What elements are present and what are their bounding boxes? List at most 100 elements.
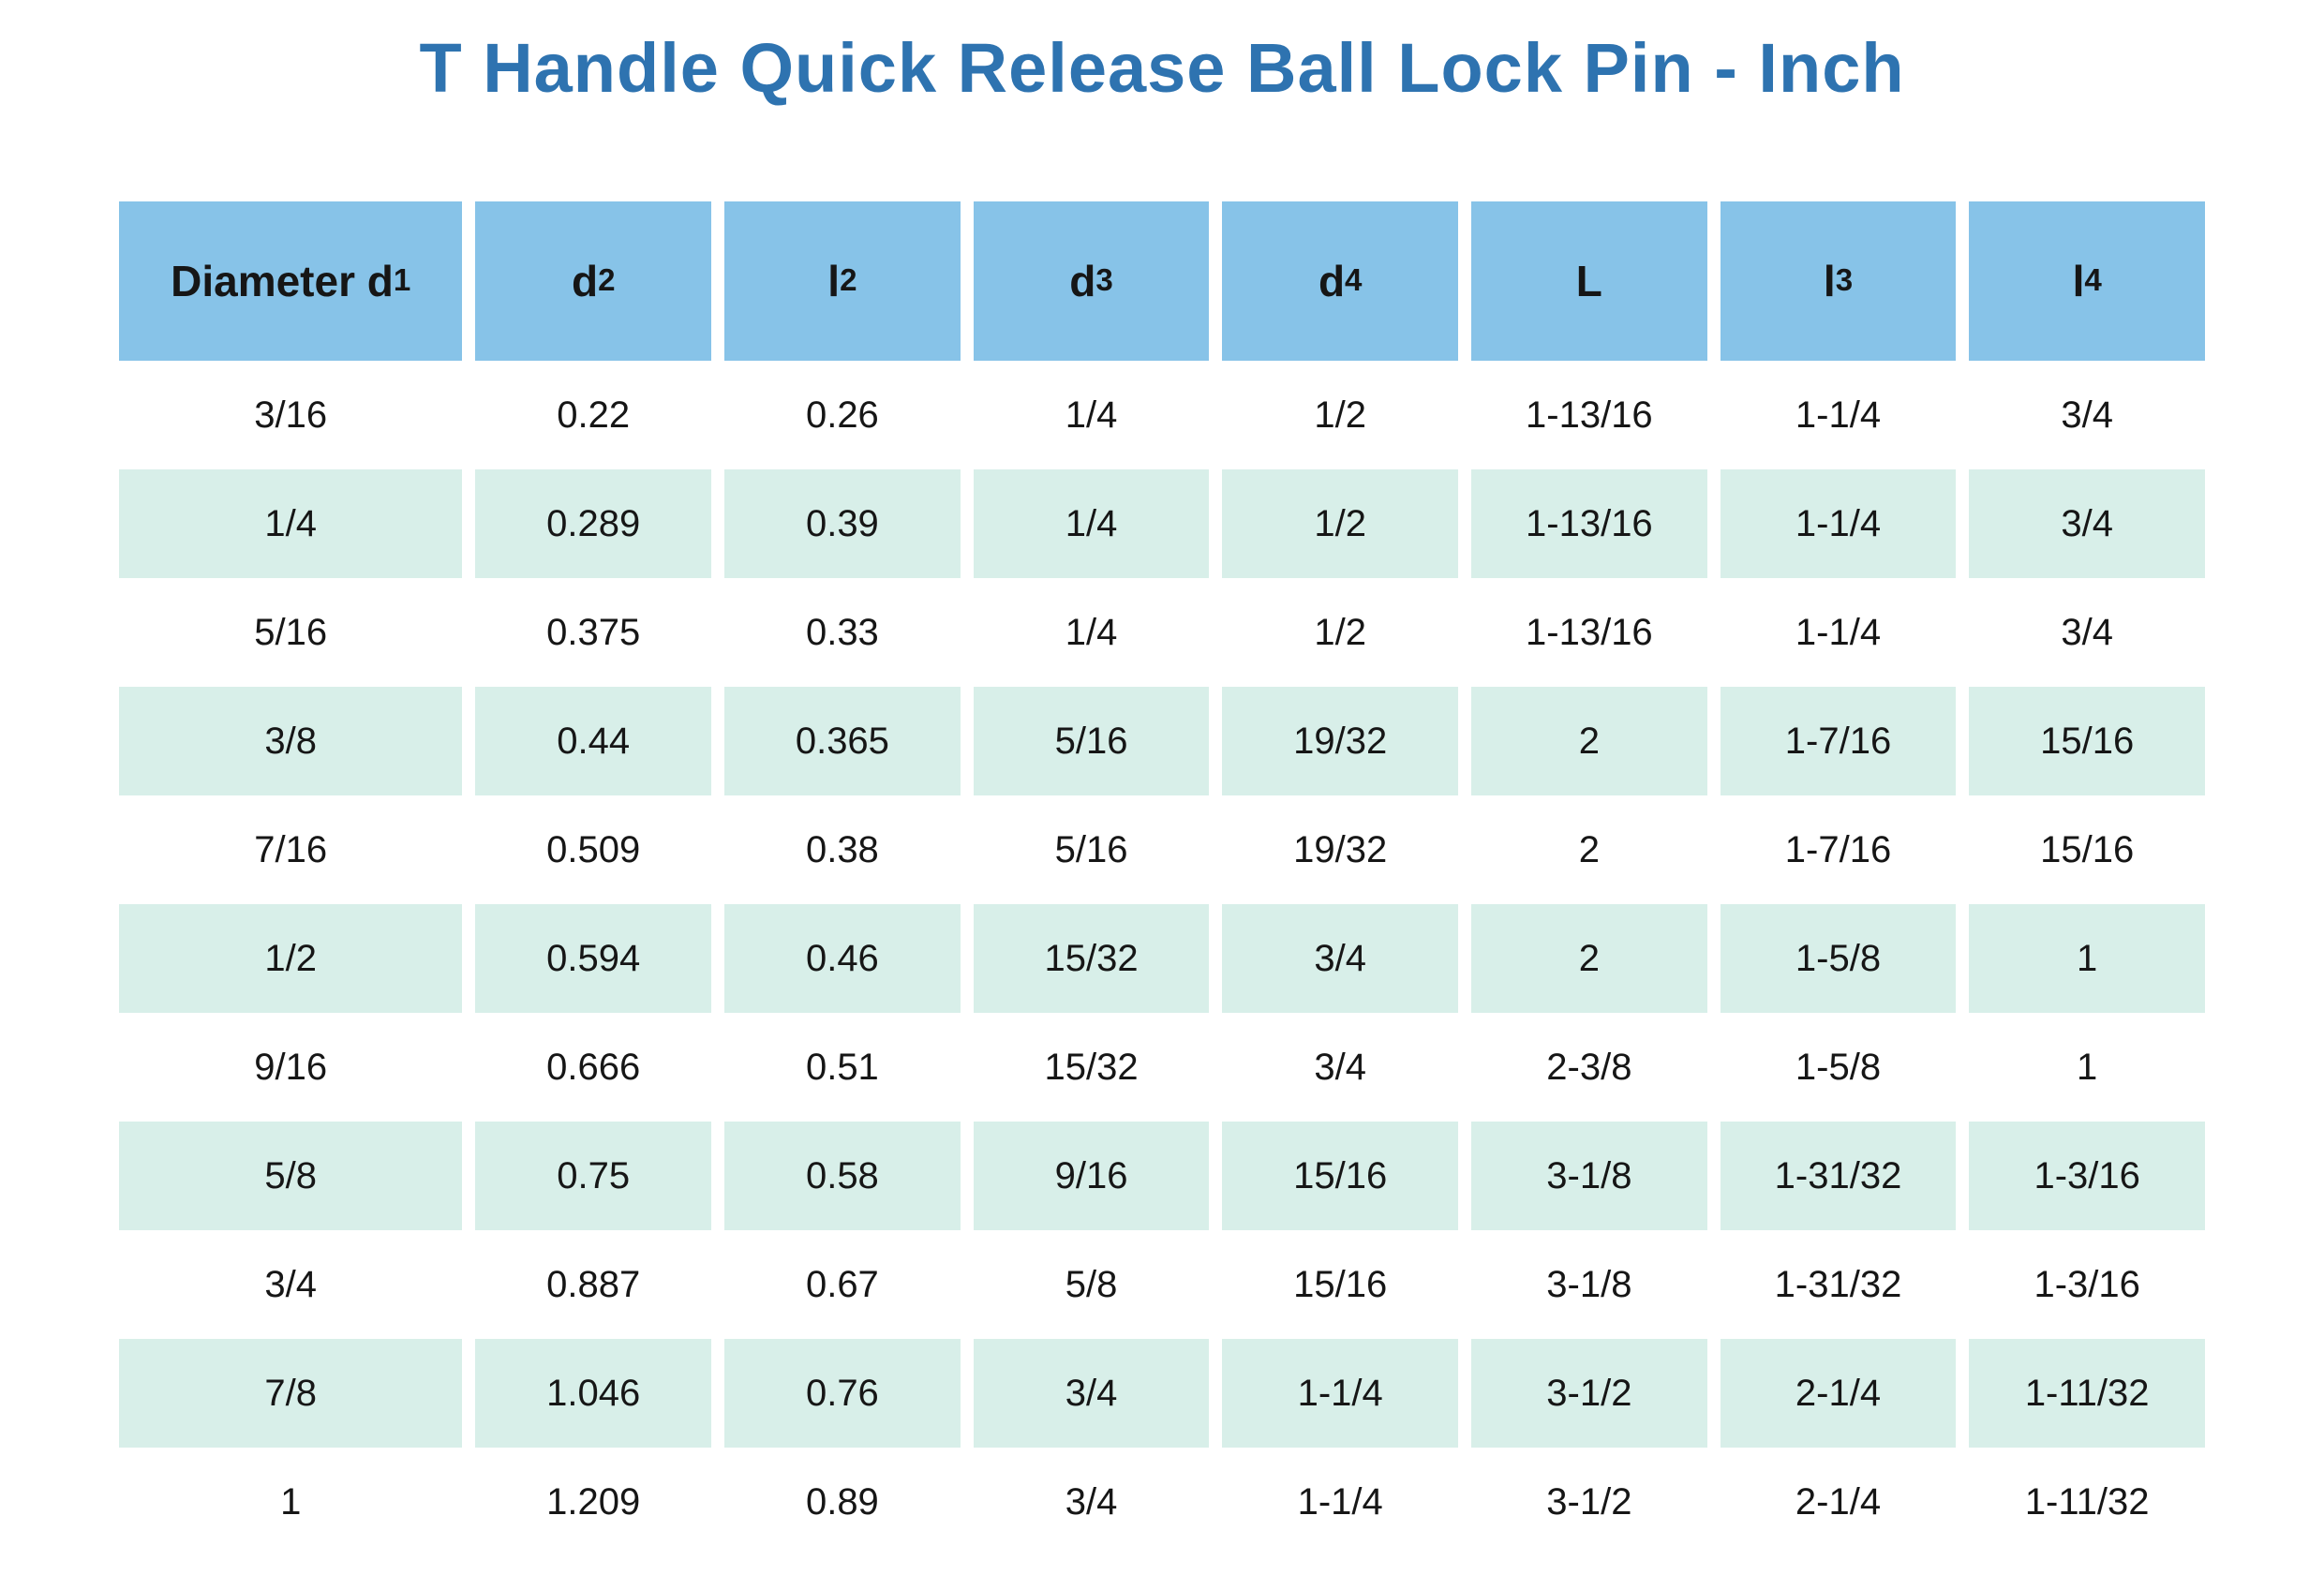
table-cell: 3/4	[2061, 394, 2113, 436]
column-header-label: L	[1575, 257, 1602, 305]
table-cell: 3/16	[254, 394, 328, 436]
table-cell: 1-11/32	[1969, 1339, 2205, 1448]
column-header-subscript: 2	[840, 263, 857, 299]
column-header-label: d	[571, 257, 599, 305]
table-cell: 5/16	[254, 611, 328, 653]
table-cell: 0.26	[805, 394, 879, 436]
table-cell: 5/8	[119, 1122, 463, 1230]
table-cell: 1	[2077, 1046, 2098, 1088]
table-cell: 2	[1471, 687, 1707, 795]
table-cell: 1-7/16	[1720, 687, 1957, 795]
table-row: 3/8 0.44 0.365 5/16 19/32 2 1-7/16 15/16	[119, 687, 2205, 795]
table-cell: 0.365	[724, 687, 961, 795]
table-cell: 0.75	[475, 1122, 712, 1230]
table-body: 3/16 0.22 0.26 1/4 1/2 1-13/16 1-1/4 3/4 1/4 0.28…	[119, 361, 2205, 1556]
table-row: 9/16 0.666 0.51 15/32 3/4 2-3/8 1-5/8 1	[119, 1013, 2205, 1122]
table-cell: 2	[1471, 904, 1707, 1013]
table-cell: 1-3/16	[2034, 1263, 2140, 1305]
column-header-subscript: 1	[393, 263, 411, 299]
table-cell: 0.38	[805, 828, 879, 870]
column-header-subscript: 3	[1095, 263, 1113, 299]
table-cell: 15/32	[973, 904, 1210, 1013]
table-cell: 1/4	[973, 469, 1210, 578]
table-cell: 1/2	[1314, 394, 1366, 436]
table-row: 1/2 0.594 0.46 15/32 3/4 2 1-5/8 1	[119, 904, 2205, 1013]
table-cell: 1/4	[119, 469, 463, 578]
table-cell: 0.67	[805, 1263, 879, 1305]
table-cell: 3/4	[1222, 904, 1459, 1013]
table-cell: 1-1/4	[1720, 469, 1957, 578]
table-cell: 3/4	[973, 1339, 1210, 1448]
table-cell: 1-5/8	[1720, 904, 1957, 1013]
table-cell: 5/16	[1054, 828, 1128, 870]
table-cell: 7/16	[254, 828, 328, 870]
table-row: 1 1.209 0.89 3/4 1-1/4 3-1/2 2-1/4 1-11/32	[119, 1448, 2205, 1556]
column-header-subscript: 4	[2084, 263, 2102, 299]
table-cell: 0.509	[546, 828, 641, 870]
table-cell: 1-31/32	[1720, 1122, 1957, 1230]
table-row: 7/8 1.046 0.76 3/4 1-1/4 3-1/2 2-1/4 1-11/32	[119, 1339, 2205, 1448]
table-cell: 3/8	[119, 687, 463, 795]
table-cell: 9/16	[254, 1046, 328, 1088]
table-cell: 1-7/16	[1784, 828, 1892, 870]
table-cell: 3-1/2	[1471, 1339, 1707, 1448]
table-cell: 5/8	[1065, 1263, 1118, 1305]
table-cell: 3/4	[1065, 1480, 1118, 1523]
table-cell: 3-1/8	[1546, 1263, 1632, 1305]
table-cell: 0.33	[805, 611, 879, 653]
table-cell: 9/16	[973, 1122, 1210, 1230]
table-cell: 0.46	[724, 904, 961, 1013]
table-cell: 1-1/4	[1222, 1339, 1459, 1448]
table-cell: 15/16	[1222, 1122, 1459, 1230]
table-cell: 19/32	[1222, 687, 1459, 795]
table-cell: 1-13/16	[1526, 611, 1653, 653]
table-cell: 1-13/16	[1471, 469, 1707, 578]
column-header-label: l	[1823, 257, 1836, 305]
table-cell: 1-3/16	[1969, 1122, 2205, 1230]
table-cell: 1-1/4	[1297, 1480, 1383, 1523]
table-cell: 1-1/4	[1795, 394, 1882, 436]
column-header-label: d	[1318, 257, 1346, 305]
table-row: 5/16 0.375 0.33 1/4 1/2 1-13/16 1-1/4 3/4	[119, 578, 2205, 687]
table-cell: 1-5/8	[1795, 1046, 1882, 1088]
table-cell: 19/32	[1293, 828, 1388, 870]
table-cell: 1/4	[1065, 394, 1118, 436]
table-cell: 1/2	[1222, 469, 1459, 578]
page-title: T Handle Quick Release Ball Lock Pin - I…	[419, 29, 1905, 107]
column-header-subscript: 4	[1345, 263, 1363, 299]
table-cell: 15/16	[2040, 828, 2135, 870]
table-row: 5/8 0.75 0.58 9/16 15/16 3-1/8 1-31/32 1-3/16	[119, 1122, 2205, 1230]
table-cell: 1-1/4	[1795, 611, 1882, 653]
table-cell: 2	[1578, 828, 1600, 870]
table-cell: 0.666	[546, 1046, 641, 1088]
table-cell: 0.76	[724, 1339, 961, 1448]
table-cell: 0.22	[557, 394, 631, 436]
table-row: 7/16 0.509 0.38 5/16 19/32 2 1-7/16 15/16	[119, 795, 2205, 904]
table-cell: 5/16	[973, 687, 1210, 795]
table-cell: 1/4	[1065, 611, 1118, 653]
table-cell: 0.887	[546, 1263, 641, 1305]
table-cell: 1-13/16	[1526, 394, 1653, 436]
table-cell: 3-1/8	[1471, 1122, 1707, 1230]
table-cell: 2-3/8	[1546, 1046, 1632, 1088]
table-cell: 15/32	[1044, 1046, 1139, 1088]
table-cell: 0.58	[724, 1122, 961, 1230]
column-header-label: d	[1069, 257, 1096, 305]
table-row: 3/4 0.887 0.67 5/8 15/16 3-1/8 1-31/32 1-3/16	[119, 1230, 2205, 1339]
table-cell: 3/4	[1314, 1046, 1366, 1088]
table-cell: 1	[1969, 904, 2205, 1013]
table-cell: 1-31/32	[1774, 1263, 1902, 1305]
column-header-label: l	[827, 257, 841, 305]
table-cell: 0.594	[475, 904, 712, 1013]
table-cell: 3-1/2	[1546, 1480, 1632, 1523]
table-cell: 3/4	[1969, 469, 2205, 578]
table-cell: 1	[280, 1480, 302, 1523]
column-header-label: Diameter d	[171, 257, 394, 305]
table-cell: 1/2	[1314, 611, 1366, 653]
table-cell: 1/2	[119, 904, 463, 1013]
